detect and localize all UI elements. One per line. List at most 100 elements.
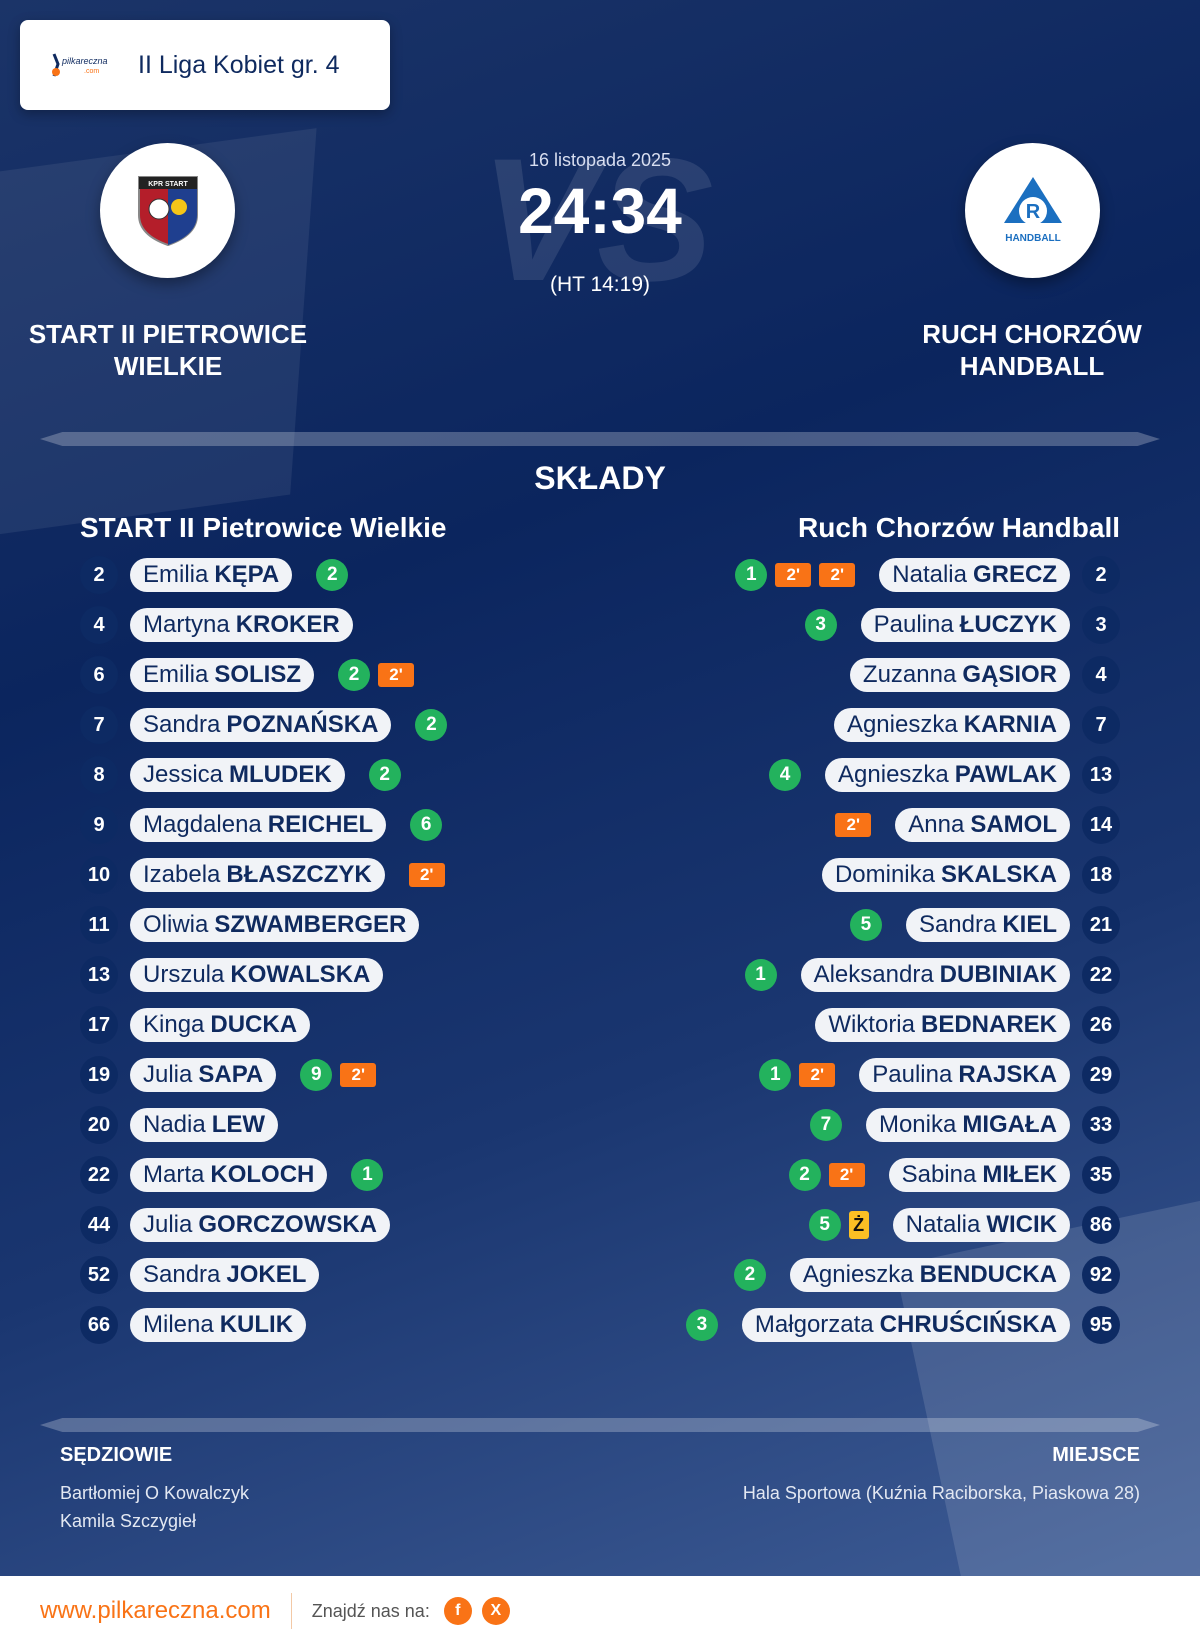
venue-label: MIEJSCE bbox=[1052, 1444, 1140, 1466]
player-name[interactable]: Paulina RAJSKA bbox=[859, 1058, 1070, 1092]
last-name: GĄSIOR bbox=[962, 661, 1057, 688]
last-name: CHRUŚCIŃSKA bbox=[879, 1311, 1057, 1338]
last-name: KĘPA bbox=[214, 561, 280, 588]
player-name[interactable]: Julia GORCZOWSKA bbox=[130, 1208, 391, 1242]
shirt-number: 26 bbox=[1082, 1006, 1120, 1044]
player-row: Agnieszka KARNIA 7 bbox=[810, 705, 1120, 745]
player-name[interactable]: Agnieszka PAWLAK bbox=[825, 758, 1070, 792]
suspension-badge: 2' bbox=[835, 813, 872, 837]
last-name: RAJSKA bbox=[958, 1061, 1057, 1088]
last-name: MIŁEK bbox=[982, 1161, 1057, 1188]
first-name: Milena bbox=[143, 1311, 214, 1338]
facebook-icon[interactable]: f bbox=[443, 1597, 472, 1625]
first-name: Agnieszka bbox=[838, 761, 949, 788]
away-name-line: RUCH CHORZÓW bbox=[922, 319, 1142, 349]
last-name: SOLISZ bbox=[214, 661, 302, 688]
player-name[interactable]: Zuzanna GĄSIOR bbox=[849, 658, 1070, 692]
player-name[interactable]: Emilia SOLISZ bbox=[130, 658, 315, 692]
player-row: 2 2' Sabina MIŁEK 35 bbox=[788, 1155, 1120, 1195]
player-name[interactable]: Martyna KROKER bbox=[130, 608, 353, 642]
player-row: 19 Julia SAPA 9 2' bbox=[80, 1055, 377, 1095]
player-row: 20 Nadia LEW bbox=[80, 1105, 302, 1145]
player-row: 2' Anna SAMOL 14 bbox=[835, 805, 1120, 845]
player-row: 2 Emilia KĘPA 2 bbox=[80, 555, 349, 595]
last-name: GRECZ bbox=[973, 561, 1057, 588]
lineups-title: SKŁADY bbox=[534, 460, 666, 496]
player-row: 13 Urszula KOWALSKA bbox=[80, 955, 407, 995]
player-name[interactable]: Urszula KOWALSKA bbox=[130, 958, 384, 992]
player-name[interactable]: Sabina MIŁEK bbox=[888, 1158, 1070, 1192]
player-name[interactable]: Anna SAMOL bbox=[895, 808, 1070, 842]
shirt-number: 33 bbox=[1082, 1106, 1120, 1144]
last-name: KULIK bbox=[219, 1311, 294, 1338]
shirt-number: 4 bbox=[80, 606, 118, 644]
player-stats: 2 bbox=[733, 1259, 766, 1291]
suspension-badge: 2' bbox=[819, 563, 856, 587]
site-link[interactable]: www.pilkareczna.com bbox=[40, 1593, 292, 1629]
last-name: KOLOCH bbox=[210, 1161, 315, 1188]
shirt-number: 9 bbox=[80, 806, 118, 844]
player-name[interactable]: Aleksandra DUBINIAK bbox=[800, 958, 1070, 992]
first-name: Sandra bbox=[143, 711, 221, 738]
player-name[interactable]: Wiktoria BEDNAREK bbox=[815, 1008, 1070, 1042]
player-name[interactable]: Agnieszka BENDUCKA bbox=[789, 1258, 1070, 1292]
player-name[interactable]: Nadia LEW bbox=[130, 1108, 279, 1142]
goals-badge: 5 bbox=[808, 1209, 841, 1241]
player-name[interactable]: Jessica MLUDEK bbox=[130, 758, 345, 792]
goals-badge: 2 bbox=[316, 559, 349, 591]
player-name[interactable]: Agnieszka KARNIA bbox=[833, 708, 1070, 742]
first-name: Oliwia bbox=[143, 911, 209, 938]
player-name[interactable]: Dominika SKALSKA bbox=[821, 858, 1070, 892]
away-lineup-header: Ruch Chorzów Handball bbox=[798, 512, 1120, 543]
last-name: SAPA bbox=[198, 1061, 264, 1088]
goals-badge: 3 bbox=[804, 609, 837, 641]
x-icon[interactable]: X bbox=[481, 1597, 510, 1625]
player-name[interactable]: Izabela BŁASZCZYK bbox=[130, 858, 385, 892]
player-name[interactable]: Emilia KĘPA bbox=[130, 558, 293, 592]
player-stats: 9 2' bbox=[300, 1059, 377, 1091]
player-row: 4 Martyna KROKER bbox=[80, 605, 377, 645]
player-stats: 2 2' bbox=[338, 659, 415, 691]
player-name[interactable]: Julia SAPA bbox=[130, 1058, 277, 1092]
shirt-number: 13 bbox=[1082, 756, 1120, 794]
first-name: Julia bbox=[143, 1061, 193, 1088]
league-title: II Liga Kobiet gr. 4 bbox=[138, 50, 340, 79]
player-name[interactable]: Małgorzata CHRUŚCIŃSKA bbox=[741, 1308, 1070, 1342]
player-stats: 6 bbox=[410, 809, 443, 841]
last-name: DUCKA bbox=[210, 1011, 298, 1038]
player-name[interactable]: Monika MIGAŁA bbox=[865, 1108, 1070, 1142]
player-name[interactable]: Magdalena REICHEL bbox=[130, 808, 387, 842]
halftime-score: (HT 14:19) bbox=[550, 273, 650, 296]
player-name[interactable]: Oliwia SZWAMBERGER bbox=[130, 908, 420, 942]
player-name[interactable]: Kinga DUCKA bbox=[130, 1008, 311, 1042]
shirt-number: 2 bbox=[1082, 556, 1120, 594]
player-row: 3 Paulina ŁUCZYK 3 bbox=[804, 605, 1120, 645]
yellow-card-badge: Ż bbox=[848, 1211, 869, 1239]
suspension-badge: 2' bbox=[340, 1063, 377, 1087]
first-name: Kinga bbox=[143, 1011, 205, 1038]
last-name: POZNAŃSKA bbox=[226, 711, 379, 738]
last-name: MLUDEK bbox=[229, 761, 332, 788]
player-name[interactable]: Natalia GRECZ bbox=[879, 558, 1070, 592]
goals-badge: 2 bbox=[733, 1259, 766, 1291]
player-name[interactable]: Marta KOLOCH bbox=[130, 1158, 328, 1192]
goals-badge: 2 bbox=[415, 709, 448, 741]
referees-section: SĘDZIOWIE Bartłomiej O Kowalczyk Kamila … bbox=[60, 1444, 249, 1535]
footer: www.pilkareczna.com Znajdź nas na: f X bbox=[0, 1576, 1200, 1646]
suspension-badge: 2' bbox=[828, 1163, 865, 1187]
pilkareczna-logo: pilkareczna .com bbox=[48, 50, 118, 80]
player-stats: 1 2' 2' bbox=[735, 559, 856, 591]
player-name[interactable]: Sandra KIEL bbox=[905, 908, 1070, 942]
player-row: 52 Sandra JOKEL bbox=[80, 1255, 343, 1295]
find-us-label: Znajdź nas na: bbox=[311, 1600, 430, 1621]
player-name[interactable]: Sandra POZNAŃSKA bbox=[130, 708, 392, 742]
player-row: 2 Agnieszka BENDUCKA 92 bbox=[733, 1255, 1120, 1295]
suspension-badge: 2' bbox=[378, 663, 415, 687]
player-name[interactable]: Natalia WICIK bbox=[892, 1208, 1070, 1242]
last-name: ŁUCZYK bbox=[959, 611, 1057, 638]
player-name[interactable]: Sandra JOKEL bbox=[130, 1258, 320, 1292]
first-name: Wiktoria bbox=[828, 1011, 915, 1038]
player-name[interactable]: Paulina ŁUCZYK bbox=[860, 608, 1070, 642]
player-stats: 7 bbox=[809, 1109, 842, 1141]
player-name[interactable]: Milena KULIK bbox=[130, 1308, 307, 1342]
